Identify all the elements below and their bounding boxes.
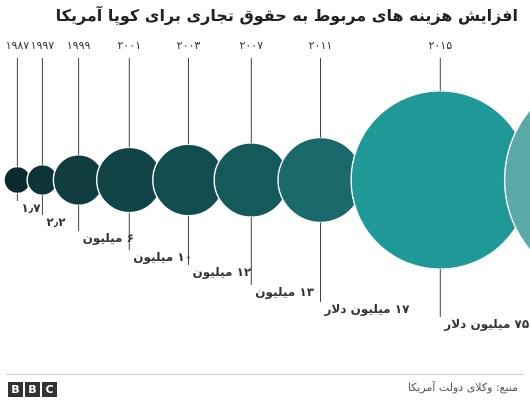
year-label-2: ۱۹۹۹ — [67, 39, 91, 52]
bubble-chart: ۱۹۸۷ ۱٫۷ ۱۹۹۷ ۲٫۲ ۱۹۹۹ ۶ میلیون ۲۰۰۱ ۱۰ میلیون ۲… — [3, 39, 530, 332]
year-label-6: ۲۰۱۱ — [309, 39, 333, 52]
year-label-4: ۲۰۰۳ — [177, 39, 201, 52]
value-label-5: ۱۳ میلیون — [255, 285, 314, 300]
bubble-8 — [503, 108, 530, 252]
year-label-5: ۲۰۰۷ — [239, 39, 263, 52]
year-label-1: ۱۹۹۷ — [31, 39, 55, 52]
year-label-3: ۲۰۰۱ — [117, 39, 141, 52]
footer-divider — [6, 374, 524, 375]
year-label-0: ۱۹۸۷ — [6, 39, 30, 52]
year-label-7: ۲۰۱۵ — [428, 39, 452, 52]
value-label-2: ۶ میلیون — [83, 231, 134, 246]
source-note: منبع: وکلای دولت آمریکا — [407, 381, 518, 394]
chart-title: افزایش هزینه های مربوط به حقوق تجاری برا… — [55, 6, 518, 25]
bubble-6 — [277, 136, 364, 224]
value-label-7: ۷۵ میلیون دلار — [443, 317, 529, 332]
bubble-7 — [350, 90, 530, 270]
bbc-logo-block: C — [42, 382, 57, 397]
bbc-logo-block: B — [25, 382, 40, 397]
value-label-1: ۲٫۲ — [46, 215, 66, 229]
bbc-logo-block: B — [8, 382, 23, 397]
value-label-0: ۱٫۷ — [21, 201, 41, 215]
value-label-6: ۱۷ میلیون دلار — [324, 302, 411, 317]
bubble-4 — [152, 143, 225, 217]
value-label-4: ۱۲ میلیون — [193, 265, 252, 280]
bubble-5 — [213, 142, 290, 218]
value-label-3: ۱۰ میلیون — [133, 250, 192, 265]
